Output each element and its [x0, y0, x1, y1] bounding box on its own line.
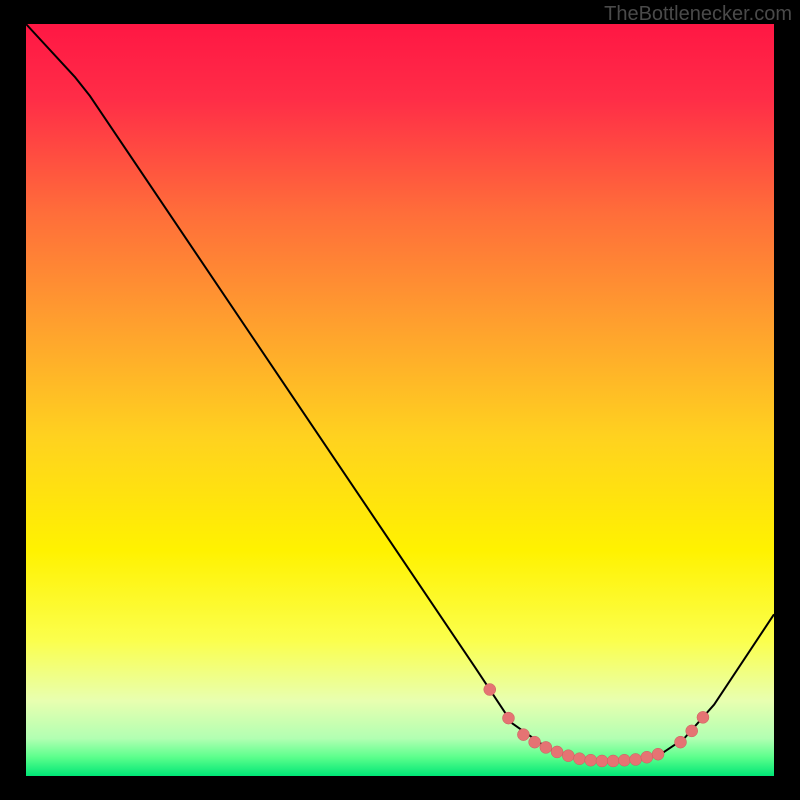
marker-point: [562, 750, 574, 762]
marker-point: [517, 729, 529, 741]
watermark-text: TheBottlenecker.com: [604, 3, 792, 26]
marker-point: [618, 754, 630, 766]
marker-point: [675, 736, 687, 748]
marker-point: [596, 755, 608, 767]
marker-point: [585, 754, 597, 766]
marker-point: [551, 746, 563, 758]
marker-point: [529, 736, 541, 748]
chart-container: TheBottlenecker.com: [0, 0, 800, 800]
marker-point: [641, 751, 653, 763]
marker-point: [686, 725, 698, 737]
marker-point: [484, 684, 496, 696]
marker-point: [574, 753, 586, 765]
marker-point: [630, 753, 642, 765]
marker-point: [607, 755, 619, 767]
chart-svg: [0, 0, 800, 800]
plot-gradient-background: [26, 24, 774, 776]
marker-point: [697, 711, 709, 723]
marker-point: [540, 741, 552, 753]
marker-point: [502, 712, 514, 724]
marker-point: [652, 748, 664, 760]
